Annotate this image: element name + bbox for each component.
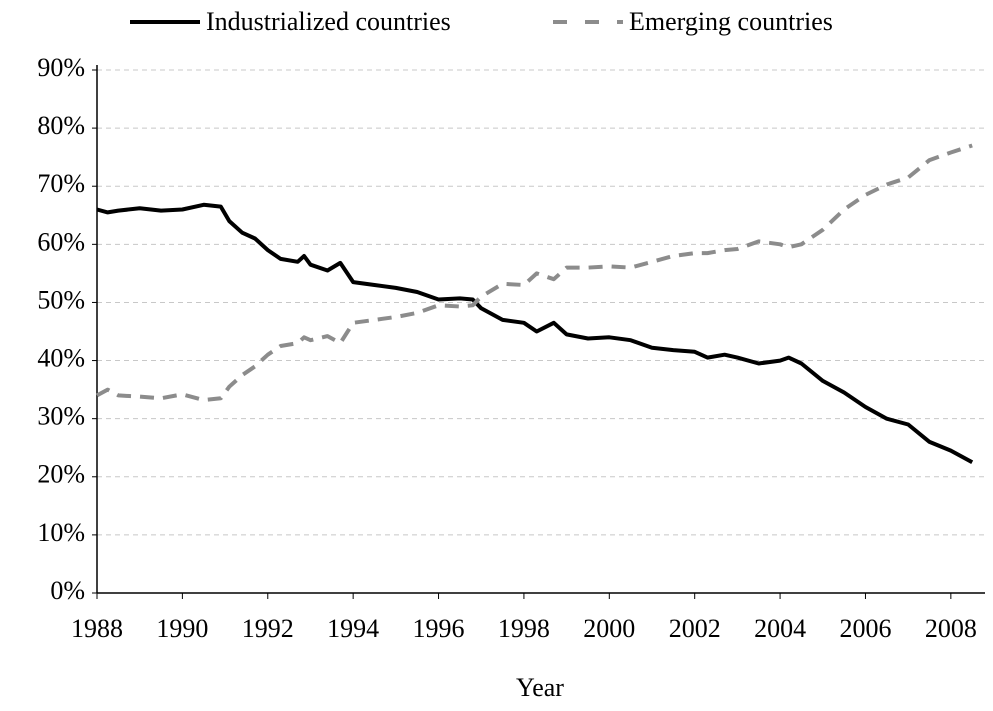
x-tick-label: 1994 [327, 614, 379, 643]
y-tick-label: 90% [37, 53, 85, 82]
series-line [96, 143, 973, 403]
x-tick-label: 2008 [925, 614, 977, 643]
y-tick-label: 50% [37, 285, 85, 314]
x-tick-label: 1996 [413, 614, 465, 643]
x-tick-label: 2000 [583, 614, 635, 643]
y-tick-label: 60% [37, 227, 85, 256]
legend-label: Industrialized countries [206, 7, 451, 36]
y-tick-label: 80% [37, 111, 85, 140]
x-tick-label: 2002 [669, 614, 721, 643]
legend-label: Emerging countries [629, 7, 833, 36]
y-tick-label: 0% [50, 576, 85, 605]
x-tick-label: 2006 [839, 614, 891, 643]
x-tick-label: 1988 [71, 614, 123, 643]
y-tick-label: 10% [37, 518, 85, 547]
y-tick-label: 70% [37, 169, 85, 198]
x-tick-label: 1992 [242, 614, 294, 643]
y-tick-label: 20% [37, 460, 85, 489]
y-tick-label: 30% [37, 402, 85, 431]
series-line [96, 202, 974, 465]
x-tick-label: 1998 [498, 614, 550, 643]
y-tick-label: 40% [37, 344, 85, 373]
x-tick-label: 1990 [156, 614, 208, 643]
x-tick-label: 2004 [754, 614, 806, 643]
x-axis-title: Year [516, 673, 564, 702]
